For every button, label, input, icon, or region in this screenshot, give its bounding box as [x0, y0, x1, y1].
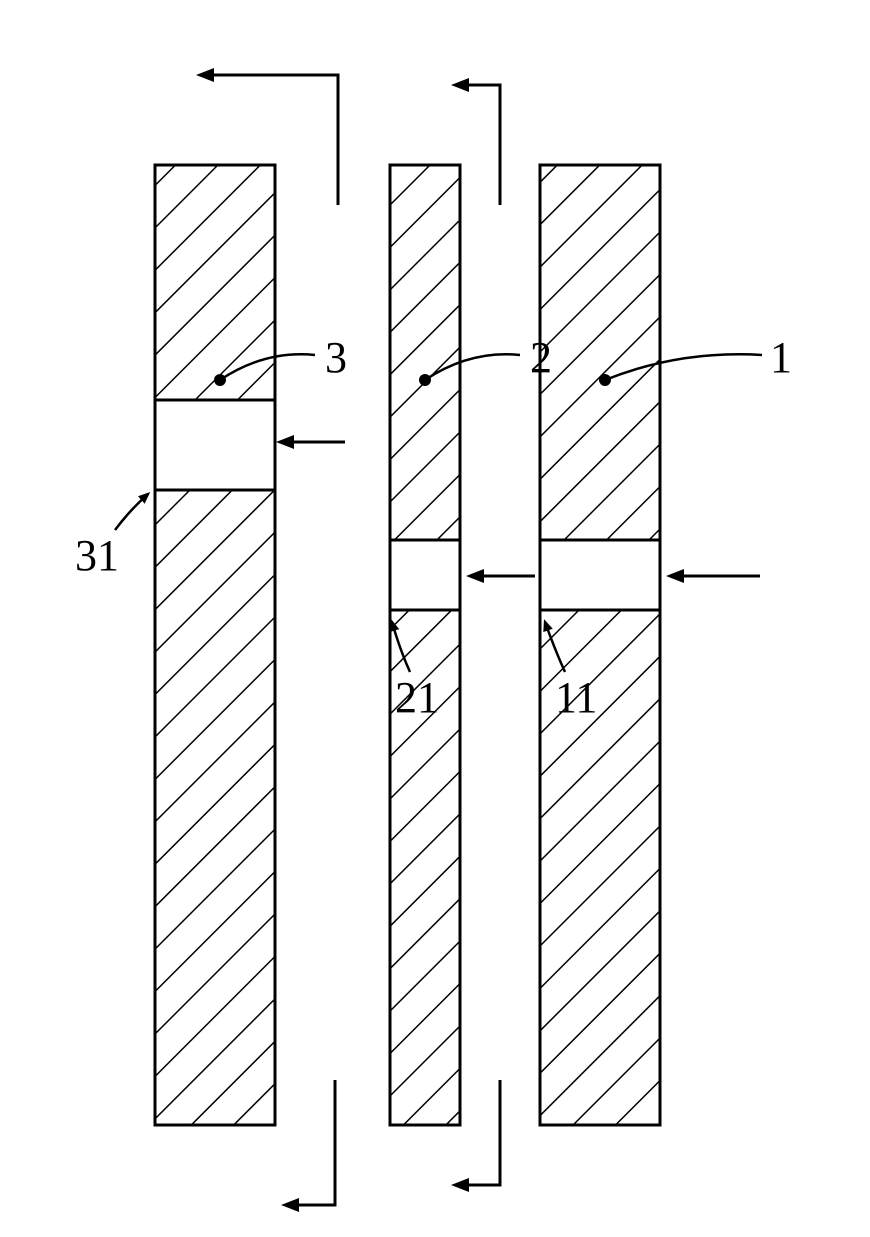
label-2: 2	[530, 333, 552, 382]
label-31: 31	[75, 531, 119, 580]
label-11: 11	[555, 673, 597, 722]
arrow-top-right	[455, 85, 500, 205]
label-3: 3	[325, 333, 347, 382]
arrow-bot-right	[455, 1080, 500, 1185]
column-1	[540, 165, 660, 1125]
diagram-canvas: 1 2 3 11 21 31	[0, 0, 870, 1237]
leader-31	[115, 494, 148, 530]
column-3	[155, 165, 275, 1125]
label-21: 21	[395, 673, 439, 722]
label-1: 1	[770, 333, 792, 382]
arrow-bot-left	[285, 1080, 335, 1205]
